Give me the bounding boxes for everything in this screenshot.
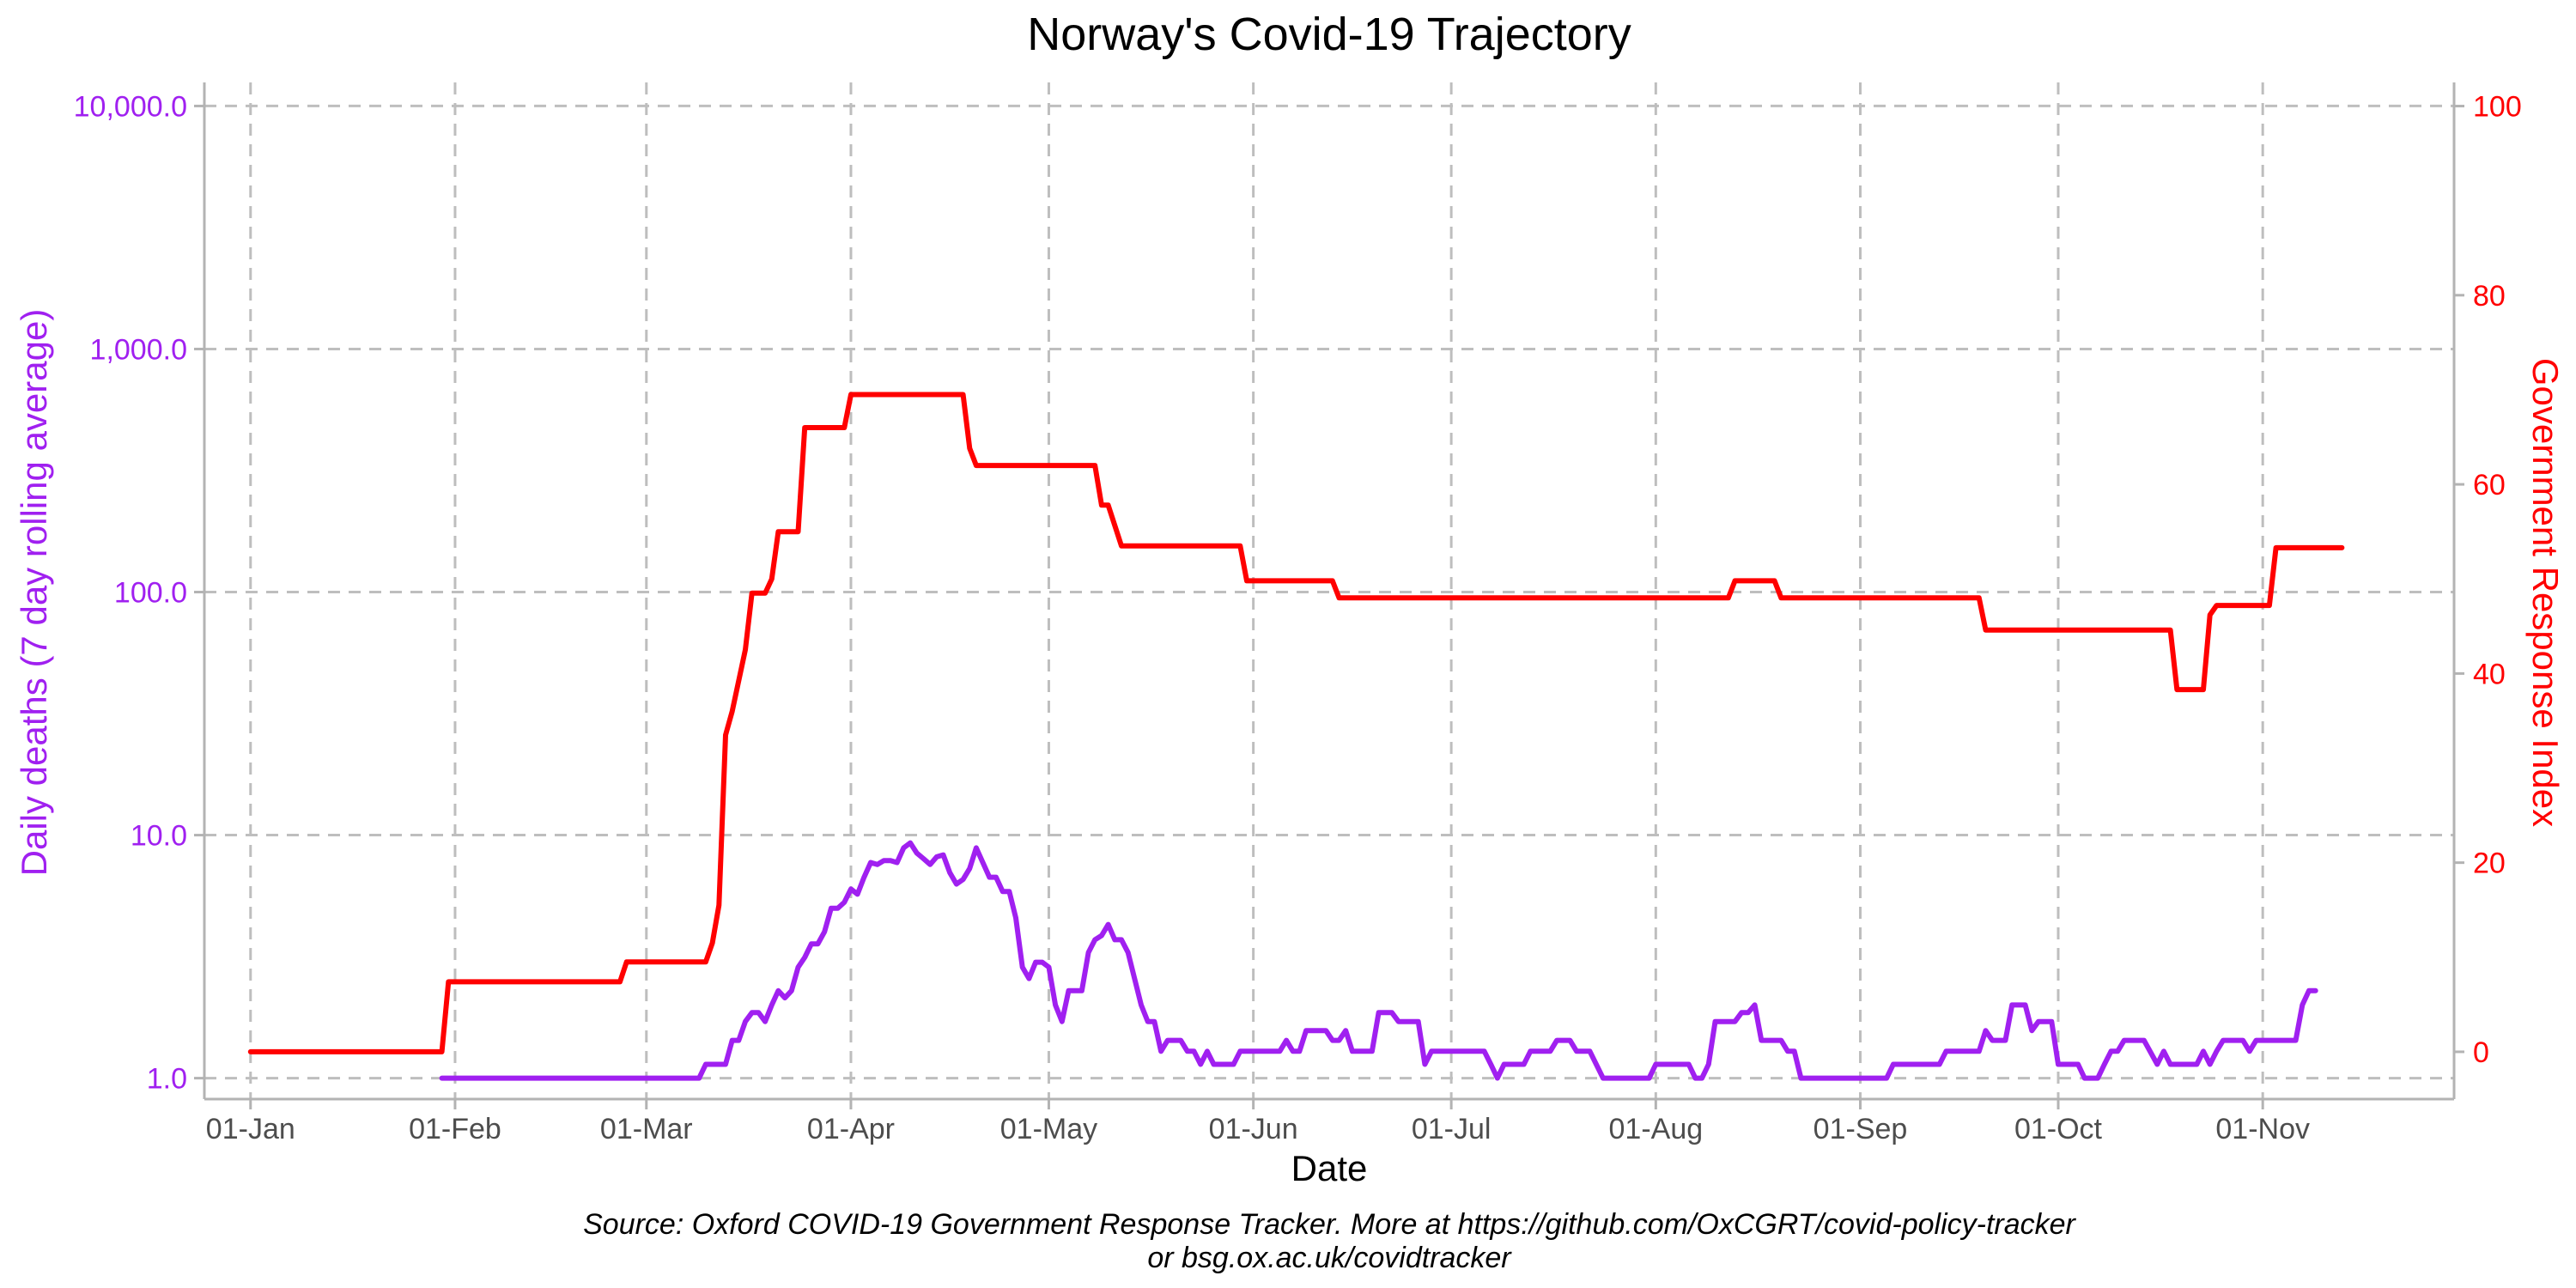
x-tick-label: 01-Jul [1412,1113,1492,1145]
axes [194,82,2464,1109]
right-tick-label: 40 [2473,658,2506,690]
caption-line-2: or bsg.ox.ac.uk/covidtracker [1147,1242,1512,1274]
x-tick-label: 01-Aug [1609,1113,1704,1145]
left-tick-label: 10.0 [131,820,187,853]
left-tick-label: 10,000.0 [74,90,187,123]
government-response-index-line [247,392,2345,1054]
series-group [247,392,2345,1081]
daily-deaths-line [439,840,2318,1081]
chart-title: Norway's Covid-19 Trajectory [1027,9,1631,60]
tick-labels: 01-Jan 01-Feb 01-Mar 01-Apr 01-May 01-Jun 01-J… [74,90,2522,1145]
caption-line-1: Source: Oxford COVID-19 Government Respo… [583,1208,2076,1241]
right-tick-label: 80 [2473,280,2506,313]
grid-lines [204,82,2454,1099]
right-tick-label: 100 [2473,91,2522,124]
left-axis-title: Daily deaths (7 day rolling average) [14,309,54,877]
right-tick-label: 20 [2473,848,2506,880]
x-tick-label: 01-Nov [2215,1113,2310,1145]
left-tick-label: 100.0 [114,577,187,610]
right-tick-label: 0 [2473,1036,2489,1069]
x-tick-label: 01-Oct [2014,1113,2103,1145]
right-axis-title: Government Response Index [2525,358,2566,827]
x-tick-label: 01-Jan [206,1113,295,1145]
right-tick-label: 60 [2473,469,2506,501]
x-axis-title: Date [1291,1148,1368,1188]
x-tick-label: 01-Sep [1814,1113,1908,1145]
x-tick-label: 01-Jun [1209,1113,1298,1145]
x-tick-label: 01-Apr [807,1113,895,1145]
left-tick-label: 1,000.0 [90,333,187,366]
x-tick-label: 01-Feb [409,1113,501,1145]
left-tick-label: 1.0 [147,1063,187,1096]
x-tick-label: 01-Mar [600,1113,693,1145]
x-tick-label: 01-May [1000,1113,1097,1145]
